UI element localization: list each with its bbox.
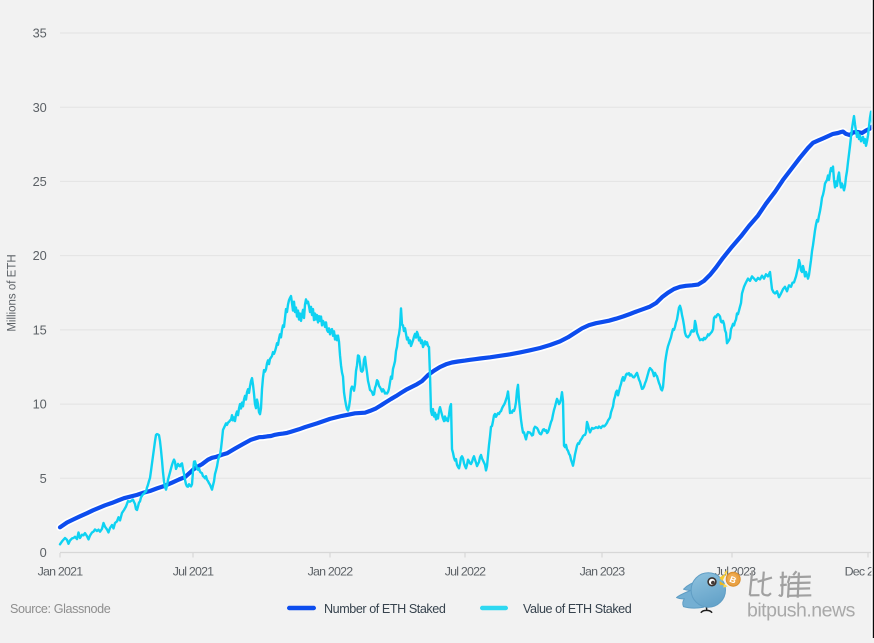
svg-text:0: 0 (40, 545, 47, 560)
svg-text:Jul 2021: Jul 2021 (173, 565, 214, 579)
svg-text:Jan 2023: Jan 2023 (580, 565, 626, 579)
svg-text:Dec 2023: Dec 2023 (845, 565, 874, 579)
svg-text:20: 20 (33, 248, 47, 263)
svg-text:10: 10 (33, 397, 47, 412)
svg-text:Source: Glassnode: Source: Glassnode (10, 602, 111, 616)
svg-text:Number of ETH Staked: Number of ETH Staked (324, 602, 446, 616)
svg-text:Jul 2022: Jul 2022 (445, 565, 486, 579)
svg-text:Jan 2022: Jan 2022 (308, 565, 354, 579)
svg-text:30: 30 (33, 100, 47, 115)
svg-text:B: B (728, 574, 738, 586)
svg-text:25: 25 (33, 174, 47, 189)
svg-text:bitpush.news: bitpush.news (747, 600, 856, 622)
svg-text:Value of ETH Staked: Value of ETH Staked (523, 602, 632, 616)
svg-text:Jan 2021: Jan 2021 (38, 565, 84, 579)
svg-text:Millions of ETH: Millions of ETH (7, 254, 19, 331)
svg-text:15: 15 (33, 323, 47, 338)
svg-text:35: 35 (33, 26, 47, 41)
svg-text:5: 5 (40, 471, 47, 486)
